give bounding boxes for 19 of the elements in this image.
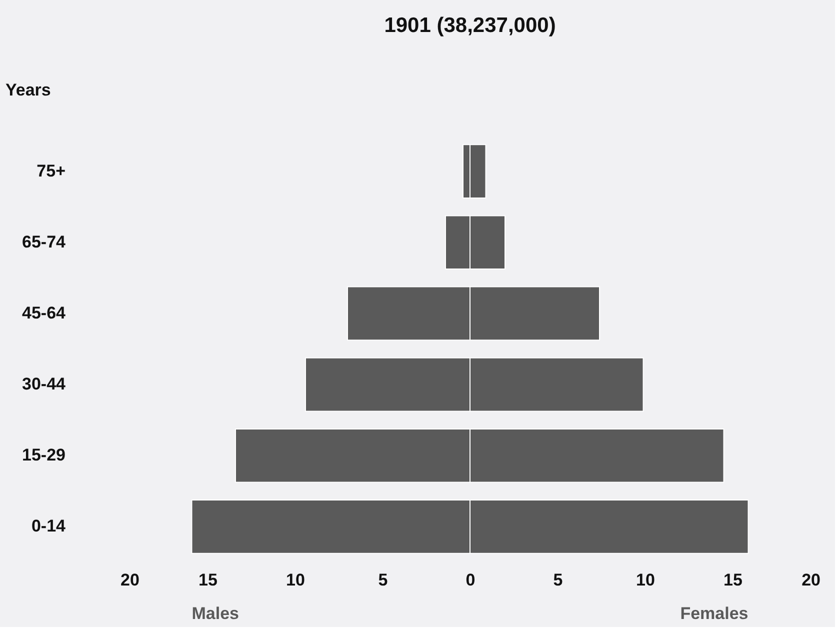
y-tick-label: 30-44 — [22, 374, 66, 394]
y-tick-label: 15-29 — [22, 446, 66, 465]
x-tick-label: 5 — [378, 570, 388, 590]
x-tick-label: 20 — [120, 570, 140, 590]
text: Females — [680, 604, 748, 623]
y-tick-label: 0-14 — [31, 516, 66, 536]
y-tick-label: 75+ — [36, 161, 66, 180]
text: Males — [192, 604, 239, 623]
y-tick-label: 65-74 — [22, 232, 66, 252]
chart-title: 1901 (38,237,000) — [384, 14, 556, 37]
x-tick-label: 10 — [636, 570, 655, 590]
x-tick-label: 20 — [802, 570, 820, 590]
x-tick-label: 10 — [286, 570, 305, 590]
x-tick-label: 15 — [198, 570, 218, 590]
x-tick-label: 5 — [553, 570, 563, 590]
y-tick-label: 45-64 — [22, 303, 66, 322]
x-tick-label: 0 — [466, 570, 476, 590]
x-tick-label: 15 — [724, 570, 742, 590]
y-axis-title: Years — [6, 80, 51, 100]
